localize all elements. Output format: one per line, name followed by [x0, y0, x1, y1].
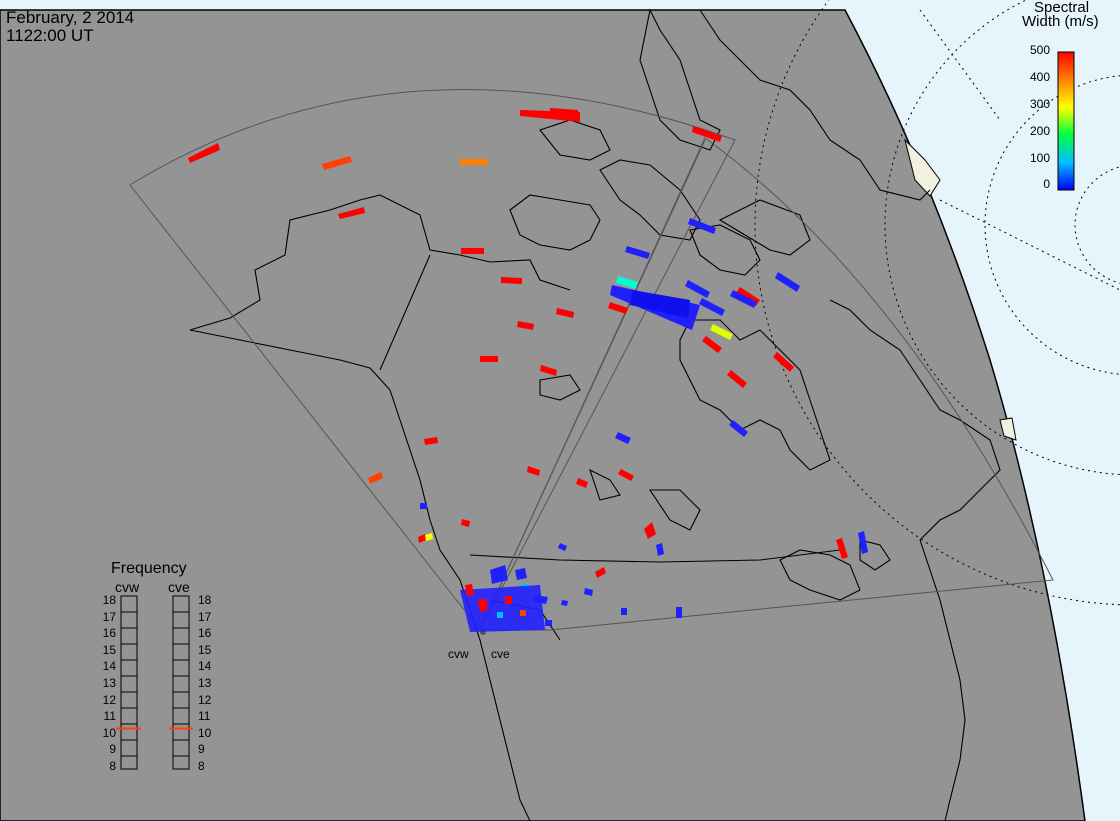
frequency-tick-right: 18 [198, 593, 212, 607]
colorbar [1057, 51, 1075, 191]
frequency-tick-left: 12 [102, 692, 116, 707]
colorbar-tick: 300 [1029, 97, 1050, 111]
frequency-tick-left: 8 [109, 759, 116, 773]
frequency-tick-right: 9 [198, 742, 205, 757]
cve-fov [479, 137, 1054, 631]
frequency-tick-left: 18 [102, 593, 116, 607]
frequency-tick-left: 10 [102, 725, 116, 740]
coast-patch [999, 417, 1017, 441]
alaska-canada-border [379, 254, 431, 371]
site-label-cve: cve [491, 647, 510, 661]
frequency-tick-right: 15 [198, 642, 212, 657]
frequency-tick-left: 17 [102, 609, 116, 624]
plot-date: February, 2 2014 [6, 8, 135, 27]
frequency-tick-left: 9 [109, 742, 116, 757]
site-label-cvw: cvw [448, 647, 469, 661]
frequency-tick-right: 17 [198, 609, 212, 624]
colorbar-tick: 500 [1029, 43, 1050, 57]
frequency-tick-right: 11 [198, 709, 211, 724]
colorbar-tick: 100 [1029, 151, 1050, 165]
radar-fov [129, 88, 1054, 631]
frequency-tick-left: 16 [102, 626, 116, 641]
colorbar-tick: 200 [1029, 124, 1050, 138]
frequency-tick-right: 14 [198, 659, 212, 674]
cvw-fov [129, 88, 736, 631]
frequency-tick-right: 10 [198, 725, 212, 740]
colorbar-title-line2: Width (m/s) [1022, 13, 1099, 30]
cve-column-label: cve [168, 579, 190, 595]
cvw-column-label: cvw [115, 579, 140, 595]
colorbar-tick: 0 [1043, 177, 1050, 191]
earth-disk [0, 9, 1086, 821]
frequency-tick-right: 16 [198, 626, 212, 641]
frequency-tick-right: 12 [198, 692, 212, 707]
backscatter-data [188, 108, 868, 632]
frequency-tick-right: 13 [198, 676, 212, 690]
frequency-tick-left: 13 [102, 676, 116, 690]
frequency-gauges [116, 595, 193, 770]
frequency-tick-left: 11 [103, 709, 116, 724]
frequency-tick-right: 8 [198, 759, 205, 773]
cve-frequency-gauge [172, 595, 190, 770]
colorbar-tick: 400 [1029, 70, 1050, 84]
cvw-frequency-gauge [120, 595, 138, 770]
frequency-tick-left: 15 [102, 642, 116, 657]
greenland-tip [904, 138, 941, 197]
plot-time: 1122:00 UT [6, 26, 94, 45]
frequency-tick-left: 14 [102, 659, 116, 674]
frequency-title: Frequency [111, 560, 187, 577]
colorbar-title-line1: Spectral [1034, 0, 1090, 16]
